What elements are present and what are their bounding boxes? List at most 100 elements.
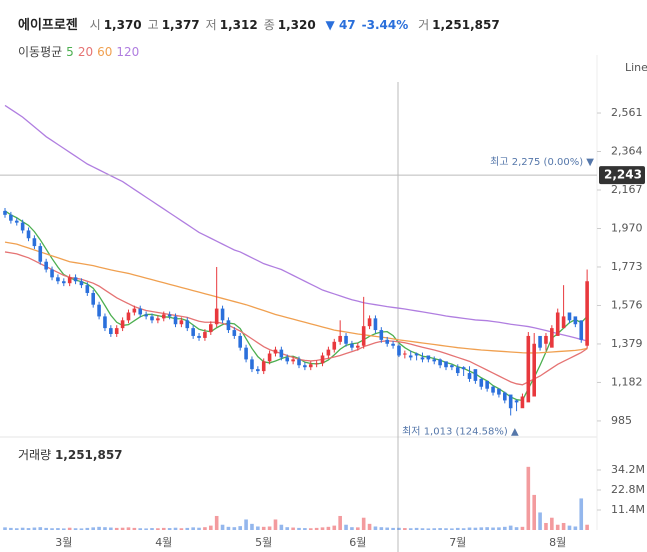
volume-bar [438,528,442,530]
x-tick-label: 6월 [349,536,366,549]
volume-bar [308,528,313,530]
ma-legend-entry: 20 [77,45,94,59]
candle-body [326,349,331,356]
volume-bar [461,528,466,530]
field-label: 고 [147,18,159,32]
y-tick-label: 2,167 [611,183,643,196]
volume-bar [197,527,201,530]
candle-body [403,353,407,355]
candle-body [73,277,78,282]
candle-body [67,277,72,284]
candle-body [450,365,454,368]
candle-body [379,330,384,340]
candle-body [291,359,295,362]
volume-bar [238,526,242,530]
candle-body [455,367,460,374]
volume-bar [338,515,342,530]
volume-bar [203,527,207,530]
volume-bar [232,527,237,530]
volume-bar [161,527,166,530]
candle-body [350,343,354,348]
quote-fields: 시 1,370 고 1,377 저 1,312 종 1,320 [90,18,322,32]
candle-body [526,335,531,403]
candle-body [338,335,342,342]
volume-value: 1,251,857 [432,18,500,32]
candle-body [120,320,125,329]
ma-legend-entry: 5 [66,45,74,59]
candle-body [273,349,278,354]
volume-bar [220,524,225,530]
field-value: 1,377 [161,18,200,32]
volume-bar [426,528,431,530]
candle-body [361,326,366,346]
volume-bar [379,527,384,530]
volume-bar [191,527,195,530]
volume-bar [32,527,37,530]
candle-body [532,343,536,397]
volume-bar [97,526,101,530]
ma-legend: 이동평균 5 20 60 120 [18,43,139,60]
volume-bar [103,527,107,530]
style-label: Line [625,61,647,74]
volume-bar [391,527,395,530]
candle-body [479,378,484,387]
candle-body [50,269,54,278]
candle-body [161,314,166,319]
candle-body [44,261,48,270]
candle-body [544,335,548,344]
volume-bar [356,527,360,530]
volume-bar [450,528,454,530]
volume-bar [150,528,154,530]
candle-body [332,341,337,350]
ma-legend-entry: 120 [116,45,140,59]
volume-bar [350,527,354,530]
volume-bar [385,527,389,530]
volume-bar [473,527,478,530]
candle-body [114,328,119,334]
volume-bar [126,527,131,530]
candle-body [485,380,489,389]
stock-name: 에이프로젠 [18,18,78,33]
volume-bar [209,525,213,530]
y-tick-label: 1,576 [611,298,643,311]
candle-body [397,345,401,356]
candle-body [461,367,466,370]
y-tick-label: 1,379 [611,337,643,350]
candle-body [173,316,178,325]
x-tick-label: 7월 [449,536,466,549]
candle-body [132,308,137,313]
volume-bar [420,528,425,530]
candle-body [520,396,525,409]
volume-bar [73,528,78,530]
field-label: 시 [89,18,101,32]
volume-tick-label: 34.2M [611,463,645,476]
volume-bar [273,519,278,530]
x-tick-label: 4월 [155,536,172,549]
volume-bar [526,466,531,530]
volume-bar [20,527,25,530]
candle-body [344,335,348,344]
volume-bar [173,527,178,530]
candle-body [97,304,101,317]
candle-body [103,316,107,329]
crosshair-price-box [599,166,645,185]
candle-body [167,314,172,317]
volume-bar [550,517,554,530]
candle-body [414,353,419,356]
volume-bar [567,525,572,530]
ma-line [4,210,588,402]
candle-body [150,316,154,321]
volume-label: 거 [418,18,430,32]
field-value: 1,320 [277,18,316,32]
volume-bar [361,517,366,530]
volume-bar [455,527,460,530]
volume-bar [114,527,119,530]
ma-line [4,104,588,342]
volume-bar [373,526,378,530]
candle-body [585,281,589,346]
volume-title-label: 거래량 [18,448,51,462]
candle-body [314,363,319,365]
volume-bar [50,528,54,530]
volume-title-value: 1,251,857 [55,448,123,462]
